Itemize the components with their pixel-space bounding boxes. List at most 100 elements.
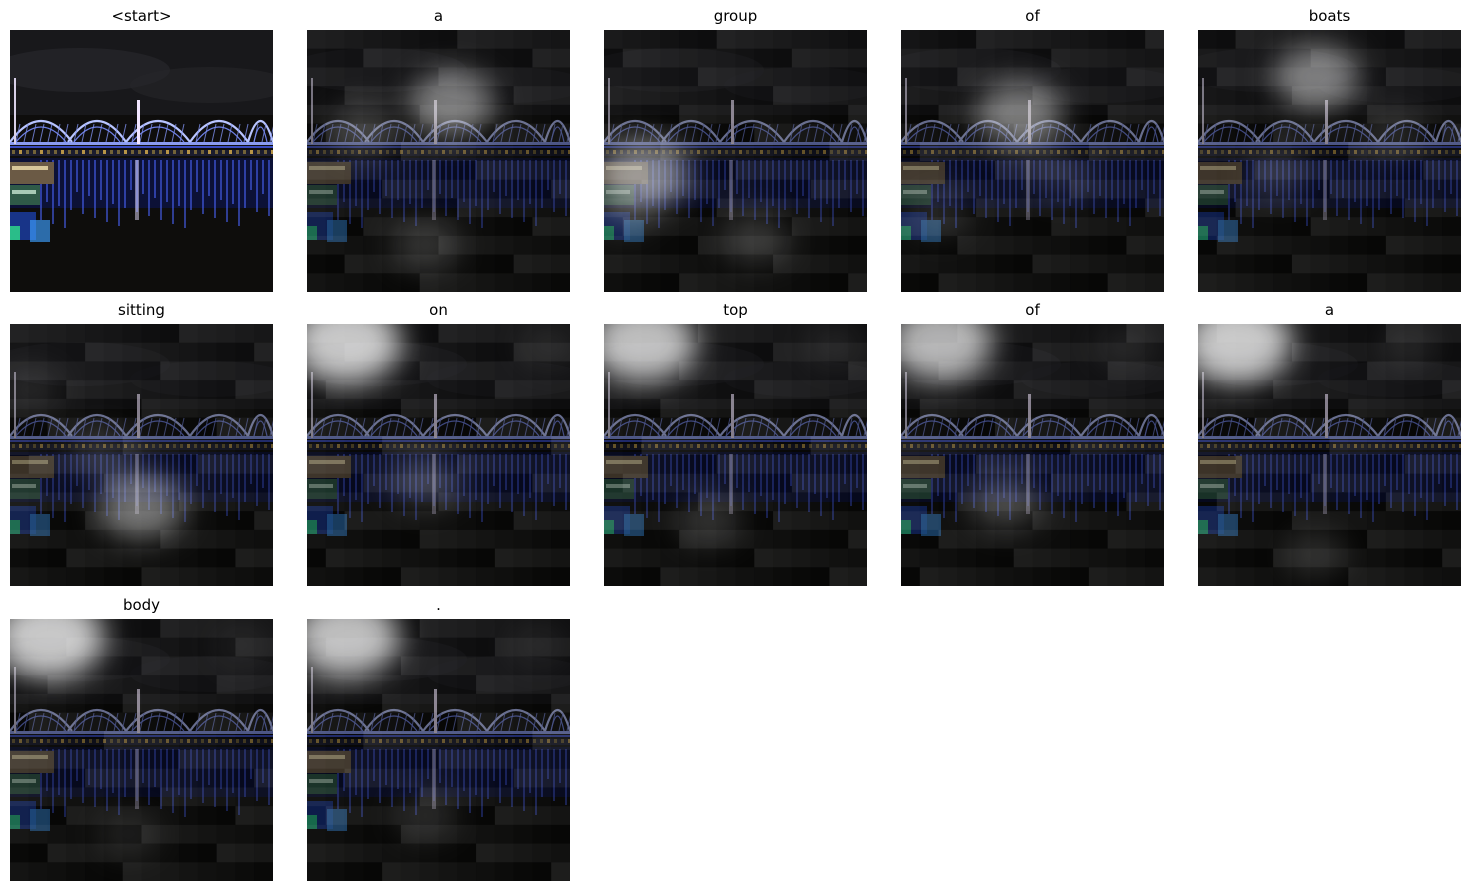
attention-cell — [1051, 530, 1070, 549]
bridge-arch — [1080, 119, 1140, 143]
attention-cell — [457, 529, 477, 549]
bridge-truss — [386, 712, 392, 732]
shore-light — [75, 150, 78, 154]
attention-cell — [495, 694, 514, 713]
reflection-streak — [268, 749, 270, 805]
shore-light — [994, 444, 997, 448]
reflection-streak — [1258, 454, 1260, 504]
attention-cell — [382, 30, 401, 49]
attention-cell — [957, 48, 977, 68]
attention-cell — [1423, 217, 1442, 236]
attention-cell — [551, 750, 570, 769]
attention-cell — [217, 862, 236, 881]
shore-light — [393, 739, 396, 743]
attention-cell — [420, 675, 439, 694]
shore-light — [1092, 150, 1095, 154]
attention-cell — [1235, 398, 1255, 418]
attention-cell — [1108, 198, 1127, 217]
shore-light — [173, 739, 176, 743]
attention-cell — [773, 511, 792, 530]
reflection-streak — [505, 749, 507, 785]
attention-cell — [457, 343, 476, 362]
attention-cell — [457, 86, 476, 105]
attention-cell — [1070, 548, 1089, 568]
shore-light — [194, 739, 197, 743]
attention-grid — [1198, 324, 1461, 586]
bridge-arch-inner — [15, 715, 67, 732]
attention-cell — [476, 324, 495, 343]
boat-window — [1200, 484, 1224, 488]
bridge-truss — [243, 123, 249, 143]
shore-light — [1319, 444, 1322, 448]
shore-light — [1043, 444, 1046, 448]
attention-cell — [104, 567, 123, 586]
attention-cell — [1088, 511, 1108, 530]
reflection-streak — [415, 160, 417, 226]
attention-image — [901, 324, 1164, 586]
reflection-streak — [1414, 454, 1416, 516]
attention-cell — [1311, 142, 1330, 161]
attention-cell — [1051, 511, 1071, 530]
bridge-truss — [1449, 417, 1455, 437]
attention-cell — [1348, 567, 1368, 586]
attention-cell — [1311, 567, 1330, 586]
bridge-truss — [243, 712, 249, 732]
attention-cell — [920, 324, 939, 343]
shore-light — [795, 444, 798, 448]
reflection-streak — [862, 454, 864, 510]
bridge-arch-inner — [428, 715, 482, 732]
attention-cell — [85, 324, 104, 343]
attention-cell — [660, 236, 679, 255]
attention-cell — [307, 417, 326, 437]
attention-cell — [160, 380, 179, 399]
attention-grid — [307, 619, 570, 881]
attention-cell — [1088, 567, 1108, 586]
bridge-truss — [855, 417, 861, 437]
bridge-arch-inner — [609, 420, 661, 437]
shore-light — [865, 150, 867, 154]
attention-cell — [829, 142, 849, 161]
attention-cell — [1216, 67, 1236, 87]
reflection-streak — [130, 749, 132, 779]
attention-cell — [235, 361, 255, 381]
attention-cell — [363, 161, 383, 180]
bridge-arch — [840, 414, 867, 437]
shore-light — [68, 739, 71, 743]
attention-cell — [716, 455, 736, 474]
reflection-streak — [88, 160, 90, 196]
attention-cell — [660, 567, 680, 586]
attention-cell — [1386, 255, 1405, 274]
attention-cell — [457, 769, 476, 788]
shore-light — [844, 444, 847, 448]
attention-cell — [326, 694, 345, 713]
bridge-truss — [171, 417, 177, 437]
bridge-arch — [364, 413, 424, 437]
attention-cell — [976, 436, 995, 455]
attention-cell — [141, 567, 161, 586]
shore-light — [1036, 150, 1039, 154]
attention-cell — [439, 549, 458, 568]
attention-cell — [1330, 67, 1349, 86]
attention-cell — [254, 436, 273, 455]
attention-cell — [660, 380, 680, 399]
attention-cell — [216, 824, 236, 844]
panel-word: a — [433, 7, 444, 25]
attention-cell — [1423, 343, 1442, 362]
shore-light — [1431, 444, 1434, 448]
reflection-streak — [1360, 454, 1362, 518]
attention-cell — [698, 124, 717, 143]
boat-hull — [10, 162, 54, 184]
attention-cell — [1310, 473, 1330, 493]
attention-cell — [10, 824, 29, 844]
shore-light — [1459, 444, 1461, 448]
attention-cell — [457, 198, 477, 218]
bridge-truss — [954, 123, 960, 143]
attention-cell — [401, 161, 420, 180]
reflection-streak — [82, 160, 84, 214]
bridge-truss — [336, 417, 342, 437]
attention-cell — [976, 529, 995, 549]
shore-light — [1099, 444, 1102, 448]
bridge-truss — [829, 123, 835, 143]
attention-cell — [532, 417, 552, 437]
attention-cell — [848, 198, 867, 217]
